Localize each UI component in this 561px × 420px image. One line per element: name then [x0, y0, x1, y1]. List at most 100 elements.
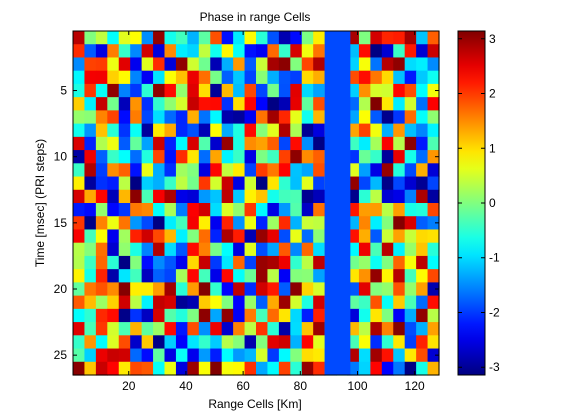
- heatmap-cell: [210, 176, 223, 191]
- heatmap-cell: [427, 322, 440, 336]
- heatmap-cell: [107, 255, 120, 270]
- heatmap-cell: [313, 70, 326, 85]
- heatmap-cell: [118, 242, 131, 257]
- heatmap-cell: [370, 189, 383, 204]
- heatmap-cell: [358, 70, 371, 85]
- heatmap-cell: [427, 255, 440, 270]
- heatmap-cell: [393, 348, 406, 363]
- heatmap-cell: [244, 269, 257, 283]
- heatmap-cell: [278, 97, 291, 111]
- heatmap-cell: [73, 348, 86, 363]
- heatmap-cell: [164, 44, 177, 59]
- heatmap-cell: [233, 189, 246, 204]
- heatmap-cell: [313, 44, 326, 59]
- heatmap-cell: [198, 136, 211, 151]
- heatmap-cell: [290, 255, 303, 270]
- heatmap-cell: [73, 44, 86, 59]
- heatmap-cell: [141, 322, 154, 336]
- heatmap-cell: [301, 31, 314, 45]
- heatmap-cell: [393, 361, 406, 376]
- heatmap-cell: [198, 229, 211, 244]
- heatmap-cell: [381, 255, 394, 270]
- heatmap-cell: [416, 44, 429, 59]
- heatmap-cell: [118, 110, 131, 125]
- colorbar-tick-label: 2: [489, 87, 496, 101]
- heatmap-cell: [210, 189, 223, 204]
- heatmap-cell: [118, 361, 131, 376]
- heatmap-cell: [290, 269, 303, 283]
- heatmap-cell: [381, 203, 394, 217]
- heatmap-cell: [358, 229, 371, 244]
- heatmap-cell: [301, 97, 314, 111]
- heatmap-cell: [95, 70, 108, 85]
- heatmap-cell: [244, 44, 257, 59]
- heatmap-cell: [404, 335, 417, 350]
- heatmap-cell: [370, 176, 383, 191]
- heatmap-cell: [73, 203, 86, 217]
- heatmap-cell: [221, 110, 234, 125]
- heatmap-cell: [416, 282, 429, 297]
- heatmap-cell: [381, 44, 394, 59]
- heatmap-cell: [198, 308, 211, 323]
- heatmap-cell: [130, 282, 143, 297]
- heatmap-cell: [164, 361, 177, 376]
- heatmap-cell: [118, 203, 131, 217]
- heatmap-cell: [267, 348, 280, 363]
- heatmap-cell: [153, 31, 166, 45]
- heatmap-cell: [107, 189, 120, 204]
- heatmap-cell: [73, 176, 86, 191]
- heatmap-cell: [233, 361, 246, 376]
- heatmap-cell: [370, 269, 383, 283]
- heatmap-cell: [198, 255, 211, 270]
- heatmap-cell: [313, 255, 326, 270]
- heatmap-cell: [221, 123, 234, 138]
- heatmap-cell: [164, 176, 177, 191]
- heatmap-cell: [95, 295, 108, 310]
- heatmap-cell: [244, 242, 257, 257]
- heatmap-cell: [427, 308, 440, 323]
- heatmap-cell: [130, 44, 143, 59]
- heatmap-cell: [210, 269, 223, 283]
- colorbar-tick-label: 1: [489, 141, 496, 155]
- heatmap-cell: [84, 308, 97, 323]
- heatmap-cell: [221, 308, 234, 323]
- heatmap-cell: [221, 83, 234, 98]
- heatmap-cell: [244, 70, 257, 85]
- heatmap-cell: [267, 70, 280, 85]
- heatmap-cell: [175, 203, 188, 217]
- heatmap-cell: [290, 136, 303, 151]
- heatmap-cell: [164, 255, 177, 270]
- heatmap-cell: [427, 136, 440, 151]
- heatmap-cell: [95, 110, 108, 125]
- heatmap-cell: [347, 255, 360, 270]
- heatmap-cell: [210, 31, 223, 45]
- heatmap-cell: [370, 361, 383, 376]
- heatmap-cell: [198, 83, 211, 98]
- heatmap-cell: [198, 57, 211, 72]
- heatmap-cell: [416, 136, 429, 151]
- heatmap-cell: [141, 136, 154, 151]
- heatmap-cell: [73, 189, 86, 204]
- heatmap-cell: [393, 163, 406, 178]
- heatmap-cell: [84, 176, 97, 191]
- heatmap-cell: [210, 361, 223, 376]
- heatmap-cell: [141, 269, 154, 283]
- heatmap-cell: [427, 361, 440, 376]
- heatmap-cell: [347, 242, 360, 257]
- heatmap-cell: [73, 216, 86, 231]
- heatmap-cell: [84, 97, 97, 111]
- heatmap-cell: [416, 70, 429, 85]
- heatmap-cell: [267, 123, 280, 138]
- heatmap-cell: [267, 322, 280, 336]
- heatmap-cell: [301, 269, 314, 283]
- heatmap-cell: [313, 269, 326, 283]
- chart-title: Phase in range Cells: [200, 10, 311, 24]
- heatmap-cell: [187, 136, 200, 151]
- heatmap-cell: [404, 282, 417, 297]
- heatmap-cell: [130, 150, 143, 164]
- heatmap-cell: [347, 176, 360, 191]
- heatmap-cell: [244, 57, 257, 72]
- heatmap-cell: [95, 216, 108, 231]
- heatmap-cell: [290, 83, 303, 98]
